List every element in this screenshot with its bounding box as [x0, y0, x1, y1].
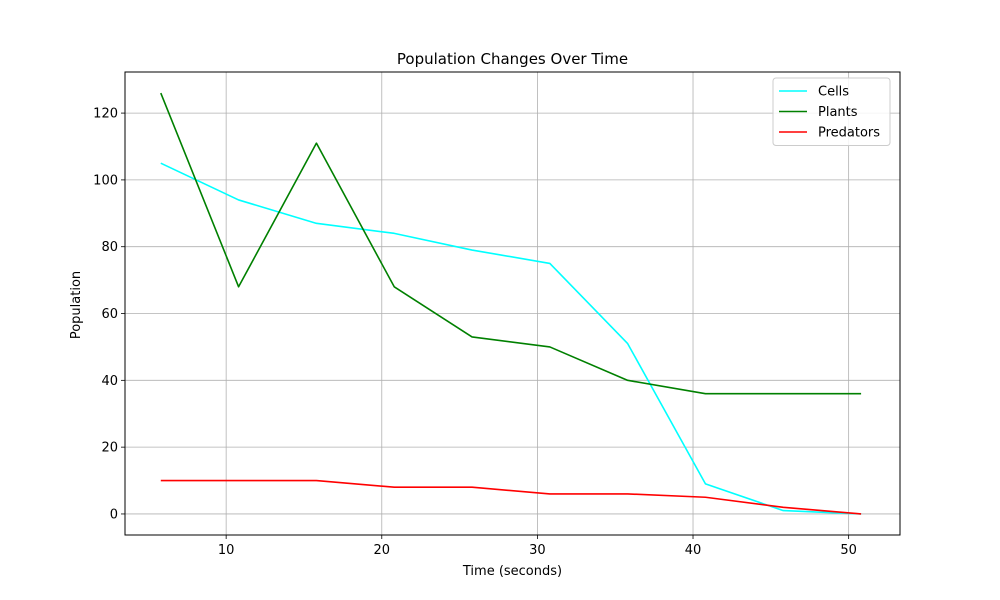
x-tick-label: 30	[529, 543, 546, 558]
x-tick-label: 20	[374, 543, 391, 558]
x-tick-label: 50	[840, 543, 857, 558]
series-line-plants	[160, 92, 862, 395]
legend-label-predators: Predators	[818, 126, 880, 141]
y-tick-label: 20	[101, 441, 118, 456]
y-tick-label: 40	[101, 374, 118, 389]
legend-label-plants: Plants	[818, 105, 858, 120]
y-tick-label: 120	[93, 107, 118, 122]
legend-box	[772, 77, 891, 146]
series-line-cells	[160, 162, 862, 515]
series-line-predators	[160, 479, 862, 515]
y-axis-label: Population	[69, 271, 84, 339]
plot-frame	[124, 71, 901, 536]
x-tick-label: 40	[685, 543, 702, 558]
axis-ticks: 10 20 30 40 50 0 20 40 60 80 100 120	[93, 107, 857, 558]
y-tick-label: 100	[93, 173, 118, 188]
y-tick-label: 80	[101, 240, 118, 255]
grid	[125, 72, 900, 535]
legend-label-cells: Cells	[818, 85, 849, 100]
y-tick-label: 60	[101, 307, 118, 322]
chart-title: Population Changes Over Time	[397, 50, 628, 68]
x-axis-label: Time (seconds)	[462, 564, 562, 579]
series-lines	[160, 92, 862, 515]
x-tick-label: 10	[218, 543, 235, 558]
legend: Cells Plants Predators	[772, 77, 891, 146]
y-tick-label: 0	[110, 507, 118, 522]
